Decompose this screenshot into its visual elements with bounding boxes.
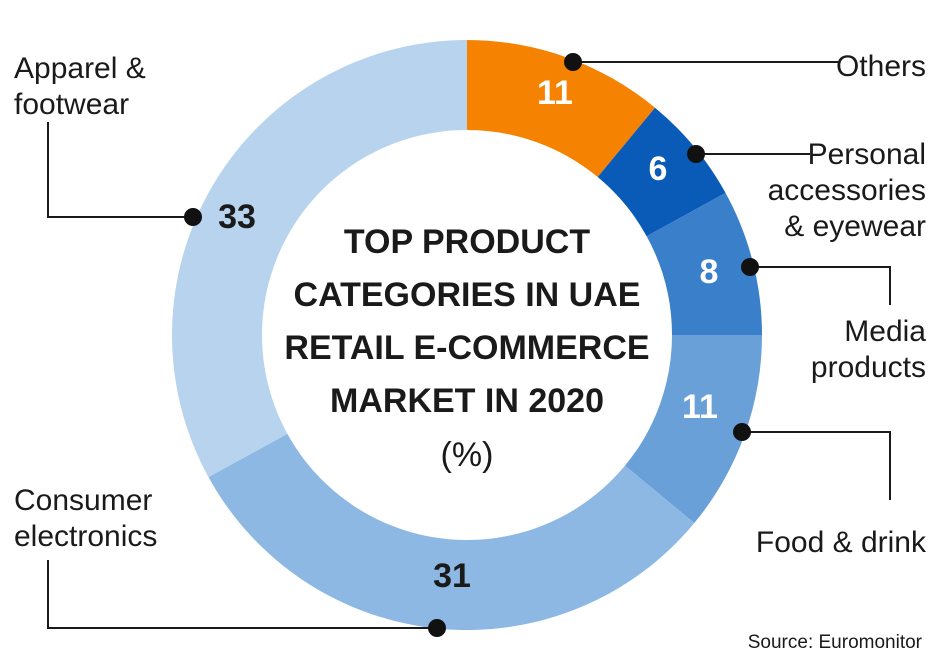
source-note: Source: Euromonitor (748, 632, 923, 653)
unit-label: (%) (441, 436, 494, 474)
value-label-others: 11 (537, 74, 573, 112)
value-label-media-products: 8 (700, 253, 719, 291)
leader-lines (47, 53, 891, 637)
slice-others (467, 40, 656, 178)
leader-dot-apparel-and-footwear (184, 208, 202, 226)
title-line-1: TOP PRODUCT (344, 223, 590, 261)
value-label-food-and-drink: 11 (682, 388, 718, 426)
leader-dot-consumer-electronics (428, 619, 446, 637)
category-label-food-and-drink: Food & drink (756, 526, 927, 559)
leader-dot-personal-accessories-and-eyewear (687, 145, 705, 163)
category-label-personal-accessories-and-eyewear: Personal accessories & eyewear (768, 138, 926, 243)
title-line-2: CATEGORIES IN UAE (294, 276, 641, 314)
leader-line-apparel-and-footwear (47, 122, 193, 218)
title-line-3: RETAIL E-COMMERCE (284, 329, 649, 367)
slice-personal-accessories-and-eyewear (597, 107, 726, 237)
leader-line-consumer-electronics (47, 560, 437, 629)
slice-food-and-drink (624, 335, 762, 524)
category-label-apparel-and-footwear: Apparel & footwear (14, 52, 146, 121)
slice-apparel-and-footwear (171, 40, 468, 478)
slice-consumer-electronics (208, 433, 695, 630)
leader-dot-food-and-drink (733, 423, 751, 441)
value-label-personal-accessories-and-eyewear: 6 (649, 150, 668, 188)
value-label-consumer-electronics: 31 (433, 557, 471, 595)
slice-value-labels: 11 6 8 11 31 33 (218, 74, 718, 595)
category-label-media-products: Media products (811, 315, 926, 384)
value-label-apparel-and-footwear: 33 (218, 198, 256, 236)
chart-title-block: TOP PRODUCT CATEGORIES IN UAE RETAIL E-C… (284, 223, 649, 474)
title-line-4: MARKET IN 2020 (330, 382, 604, 420)
category-labels: Others Personal accessories & eyewear Media p… (14, 50, 927, 559)
leader-line-media-products (750, 266, 891, 305)
leader-line-food-and-drink (742, 431, 891, 500)
leader-dot-others (564, 53, 582, 71)
donut-slices (171, 40, 762, 630)
leader-dot-media-products (741, 258, 759, 276)
slice-media-products (646, 192, 762, 335)
category-label-others: Others (836, 50, 926, 83)
category-label-consumer-electronics: Consumer electronics (14, 484, 157, 553)
